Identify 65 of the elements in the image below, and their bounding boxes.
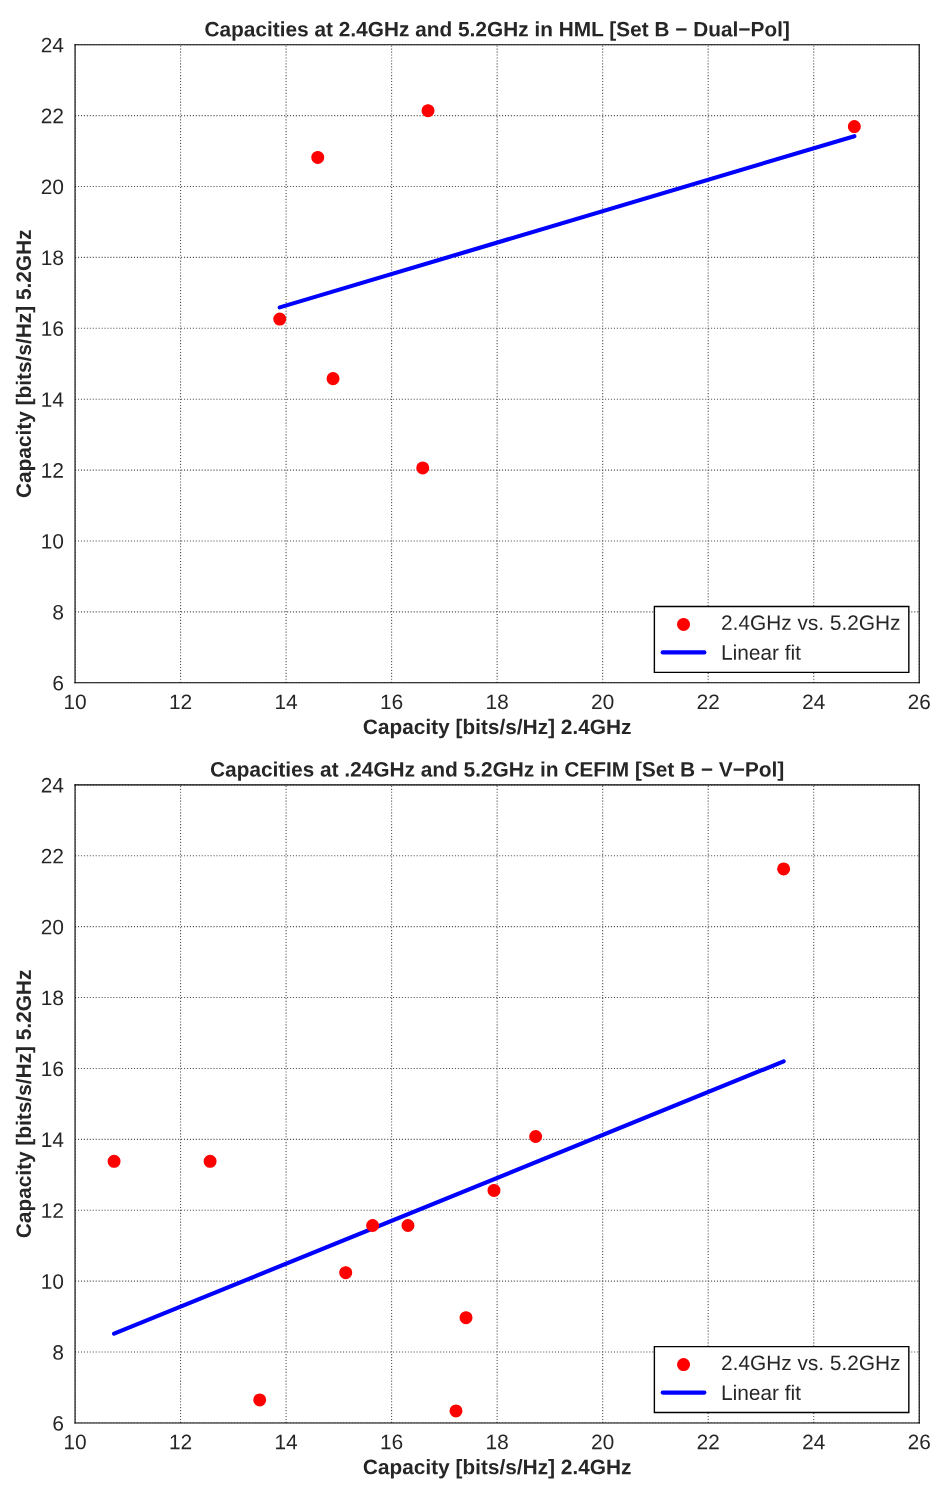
x-axis-title: Capacity [bits/s/Hz] 2.4GHz [363, 718, 631, 739]
x-tick-label: 18 [487, 694, 508, 710]
y-tick-label: 6 [53, 675, 64, 691]
x-tick-label: 20 [592, 694, 614, 710]
point [311, 150, 325, 164]
y-tick-label: 18 [42, 990, 64, 1006]
y-tick-label: 14 [42, 1132, 64, 1147]
y-tick-label: 24 [41, 37, 64, 53]
point [273, 312, 287, 326]
chart-title: Capacities at 2.4GHz and 5.2GHz in HML [Set B − Dual−Pol] [205, 21, 789, 41]
y-tick-label: 10 [42, 1274, 64, 1289]
point [253, 1393, 267, 1407]
y-tick-label: 8 [53, 604, 64, 620]
point [366, 1218, 380, 1233]
x-tick-label: 22 [697, 694, 719, 709]
y-tick-label: 12 [42, 1203, 63, 1218]
x-tick-label: 16 [381, 694, 403, 710]
point [421, 104, 435, 118]
x-tick-label: 12 [170, 1434, 192, 1450]
y-tick-label: 6 [53, 1415, 64, 1431]
x-tick-label: 26 [908, 1434, 930, 1450]
x-tick-label: 20 [592, 1434, 614, 1450]
y-tick-label: 14 [42, 392, 64, 407]
x-tick-label: 10 [65, 694, 86, 710]
legend-label: Linear fit [722, 1384, 801, 1401]
chart-title: Capacities at .24GHz and 5.2GHz in CEFIM [Set B − V−Pol] [210, 761, 784, 781]
x-tick-label: 14 [276, 694, 298, 709]
y-tick-label: 12 [42, 463, 63, 478]
x-tick-label: 24 [803, 1434, 825, 1450]
point [847, 120, 861, 134]
x-axis-title: Capacity [bits/s/Hz] 2.4GHz [363, 1459, 631, 1479]
point [326, 372, 340, 386]
y-tick-label: 22 [41, 848, 63, 864]
point [401, 1218, 415, 1233]
y-tick-label: 20 [41, 919, 64, 935]
y-tick-label: 24 [41, 777, 64, 793]
point [107, 1154, 121, 1168]
y-axis-title: Capacity [bits/s/Hz] 5.2GHz [15, 970, 36, 1238]
point [459, 1311, 473, 1325]
y-axis-title: Capacity [bits/s/Hz] 5.2GHz [15, 230, 36, 498]
y-tick-label: 16 [42, 321, 64, 337]
x-tick-label: 10 [65, 1434, 86, 1450]
y-tick-label: 16 [42, 1061, 64, 1077]
point [416, 461, 430, 475]
point [449, 1404, 463, 1418]
point [487, 1183, 501, 1197]
legend-label: 2.4GHz vs. 5.2GHz [722, 615, 900, 631]
legend-label: 2.4GHz vs. 5.2GHz [722, 1355, 900, 1371]
y-tick-label: 10 [42, 533, 64, 549]
point [529, 1130, 543, 1144]
y-tick-label: 20 [41, 179, 64, 195]
x-tick-label: 26 [908, 694, 930, 710]
x-tick-label: 12 [170, 694, 192, 709]
legend-label: Linear fit [722, 644, 801, 660]
x-tick-label: 18 [487, 1434, 508, 1450]
y-tick-label: 22 [41, 108, 63, 124]
point [203, 1154, 217, 1168]
point [777, 862, 791, 876]
x-tick-label: 14 [276, 1434, 298, 1450]
point [339, 1266, 353, 1280]
x-tick-label: 22 [697, 1434, 719, 1450]
x-tick-label: 24 [803, 694, 825, 709]
y-tick-label: 8 [53, 1345, 64, 1360]
x-tick-label: 16 [381, 1434, 403, 1450]
y-tick-label: 18 [42, 250, 64, 266]
